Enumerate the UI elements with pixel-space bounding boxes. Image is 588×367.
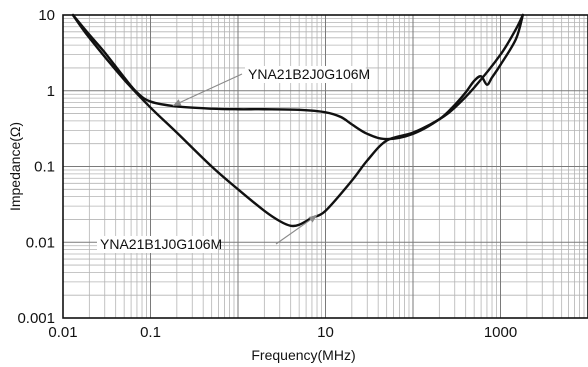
x-tick-label: 0.01 xyxy=(48,324,77,341)
y-tick-label: 10 xyxy=(38,7,55,24)
annotation-leader-line xyxy=(172,73,243,107)
y-tick-label: 0.1 xyxy=(34,159,55,176)
y-tick-label: 0.001 xyxy=(17,310,55,327)
annotation-background xyxy=(97,236,218,253)
y-tick-label: 1 xyxy=(47,83,55,100)
x-tick-label: 10 xyxy=(317,324,334,341)
annotation-arrowhead xyxy=(172,99,182,106)
y-tick-labels: 10 1 0.1 0.01 0.001 xyxy=(17,7,55,327)
y-tick-label: 0.01 xyxy=(26,234,55,251)
annotation-background xyxy=(245,66,366,83)
x-axis-label: Frequency(MHz) xyxy=(251,347,355,363)
annotation-layer: YNA21B2J0G106M YNA21B1J0G106M xyxy=(97,66,370,253)
series-annotation-yna21b2j0g106m: YNA21B2J0G106M xyxy=(248,66,370,82)
annotation-arrowhead xyxy=(308,215,318,223)
x-tick-label: 0.1 xyxy=(140,324,161,341)
plot-frame xyxy=(62,14,588,319)
x-tick-label: 1000 xyxy=(484,324,517,341)
series-annotation-yna21b1j0g106m: YNA21B1J0G106M xyxy=(100,236,222,252)
major-grid xyxy=(62,15,588,319)
annotation-leader-line xyxy=(275,214,318,245)
y-axis-label: Impedance(Ω) xyxy=(7,122,23,211)
x-tick-labels: 0.01 0.1 10 1000 xyxy=(48,324,517,341)
